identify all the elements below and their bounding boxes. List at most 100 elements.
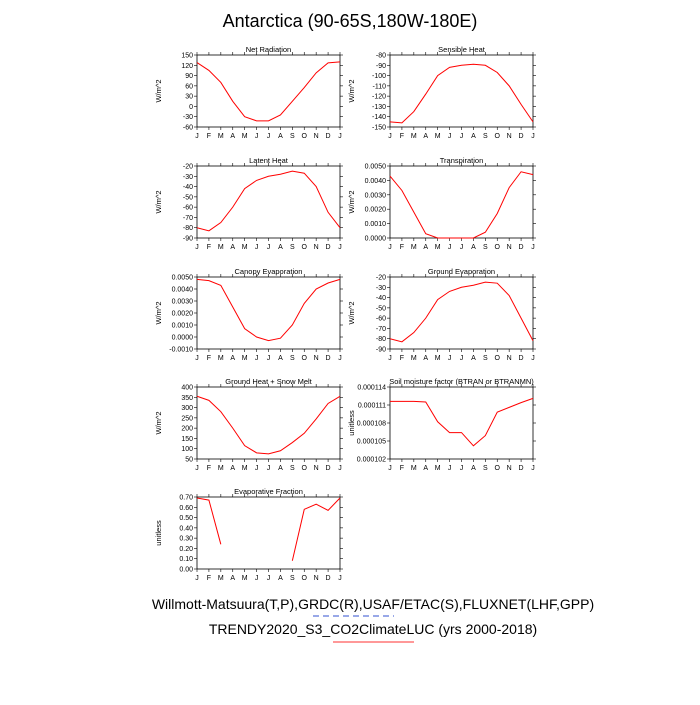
x-tick-label: M	[411, 355, 417, 362]
y-tick-label: -70	[183, 215, 193, 222]
y-tick-label: 300	[181, 405, 193, 412]
y-tick-label: -20	[376, 275, 386, 282]
x-tick-label: J	[338, 355, 342, 362]
y-tick-label: 30	[185, 94, 193, 101]
x-tick-label: A	[423, 133, 428, 140]
x-tick-label: D	[519, 244, 524, 251]
y-tick-label: -60	[183, 125, 193, 132]
data-line	[196, 395, 341, 455]
x-tick-label: J	[255, 133, 259, 140]
x-tick-label: S	[483, 133, 488, 140]
y-tick-label: 0.0040	[365, 178, 387, 185]
y-tick-label: -20	[183, 164, 193, 171]
x-tick-label: J	[255, 355, 259, 362]
y-tick-label: -30	[183, 174, 193, 181]
x-tick-label: J	[460, 133, 464, 140]
x-tick-label: O	[495, 355, 501, 362]
x-tick-label: J	[448, 244, 452, 251]
x-tick-label: A	[278, 465, 283, 472]
x-tick-label: M	[242, 575, 248, 582]
x-tick-label: N	[314, 465, 319, 472]
x-tick-label: M	[242, 465, 248, 472]
x-tick-label: O	[495, 244, 501, 251]
x-tick-label: M	[218, 355, 224, 362]
x-tick-label: O	[302, 465, 308, 472]
x-tick-label: J	[195, 465, 199, 472]
y-tick-label: 0.000108	[357, 421, 386, 428]
y-tick-label: 0.10	[179, 556, 193, 563]
x-tick-label: J	[448, 465, 452, 472]
x-tick-label: F	[400, 355, 404, 362]
y-tick-label: -80	[376, 336, 386, 343]
x-tick-label: J	[460, 244, 464, 251]
y-tick-label: 0	[189, 104, 193, 111]
y-tick-label: -60	[183, 205, 193, 212]
y-tick-label: 0.40	[179, 525, 193, 532]
panel-title: Ground Evaporation	[428, 267, 495, 276]
x-tick-label: D	[519, 355, 524, 362]
y-tick-label: -70	[376, 326, 386, 333]
x-tick-label: D	[326, 575, 331, 582]
panel-title: Canopy Evaporation	[235, 267, 303, 276]
x-tick-label: A	[230, 465, 235, 472]
y-tick-label: -130	[372, 104, 386, 111]
x-tick-label: F	[400, 133, 404, 140]
y-tick-label: 250	[181, 415, 193, 422]
x-tick-label: M	[242, 244, 248, 251]
y-tick-label: 0.000102	[357, 457, 386, 464]
x-tick-label: J	[255, 575, 259, 582]
x-tick-label: J	[267, 575, 271, 582]
x-tick-label: M	[218, 244, 224, 251]
x-tick-label: A	[230, 575, 235, 582]
x-tick-label: M	[411, 133, 417, 140]
y-tick-label: 0.00	[179, 567, 193, 574]
y-tick-label: 400	[181, 385, 193, 392]
footnote: TRENDY2020_S3_CO2ClimateLUC (yrs 2000-20…	[209, 621, 537, 637]
data-line	[389, 63, 534, 124]
x-tick-label: J	[460, 465, 464, 472]
x-tick-label: N	[507, 133, 512, 140]
y-tick-label: 0.000114	[357, 385, 386, 392]
y-tick-label: 0.0000	[365, 236, 387, 243]
x-tick-label: J	[531, 244, 535, 251]
x-tick-label: J	[388, 133, 392, 140]
x-tick-label: F	[207, 465, 211, 472]
x-tick-label: M	[242, 355, 248, 362]
x-tick-label: J	[448, 355, 452, 362]
x-tick-label: M	[411, 244, 417, 251]
x-tick-label: M	[435, 244, 441, 251]
y-axis-label: W/m^2	[347, 79, 356, 102]
x-tick-label: A	[423, 465, 428, 472]
y-tick-label: 150	[181, 436, 193, 443]
x-tick-label: M	[218, 575, 224, 582]
y-tick-label: -40	[183, 184, 193, 191]
x-tick-label: J	[460, 355, 464, 362]
x-tick-label: J	[388, 465, 392, 472]
y-tick-label: -60	[376, 316, 386, 323]
panel-title: Latent Heat	[249, 156, 289, 165]
x-tick-label: O	[302, 244, 308, 251]
x-tick-label: A	[278, 355, 283, 362]
y-axis-label: W/m^2	[154, 79, 163, 102]
y-tick-label: 0.0030	[365, 192, 387, 199]
y-tick-label: 90	[185, 73, 193, 80]
x-tick-label: A	[230, 244, 235, 251]
y-tick-label: 60	[185, 83, 193, 90]
x-tick-label: S	[290, 465, 295, 472]
y-axis-label: W/m^2	[347, 190, 356, 213]
y-axis-label: W/m^2	[347, 301, 356, 324]
x-tick-label: N	[314, 244, 319, 251]
x-tick-label: J	[388, 355, 392, 362]
x-tick-label: J	[338, 244, 342, 251]
x-tick-label: S	[290, 575, 295, 582]
y-tick-label: -50	[183, 194, 193, 201]
x-tick-label: J	[267, 355, 271, 362]
x-tick-label: N	[507, 465, 512, 472]
data-line	[196, 170, 341, 232]
x-tick-label: D	[519, 133, 524, 140]
x-tick-label: J	[388, 244, 392, 251]
x-tick-label: J	[255, 465, 259, 472]
footnote: Willmott-Matsuura(T,P),GRDC(R),USAF/ETAC…	[152, 596, 594, 612]
y-tick-label: 0.30	[179, 536, 193, 543]
panel-title: Ground Heat + Snow Melt	[225, 377, 312, 386]
